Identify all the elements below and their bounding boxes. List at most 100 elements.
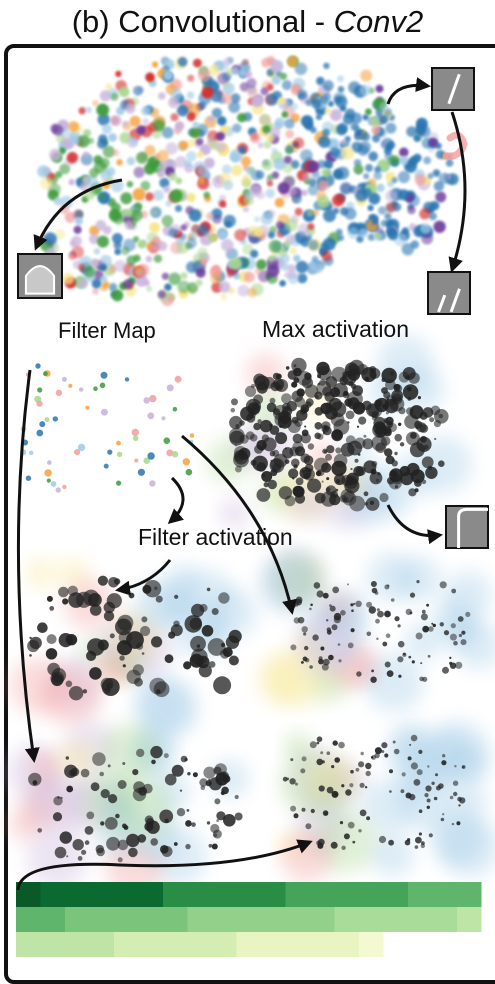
activation-point bbox=[392, 458, 395, 461]
colormap-cell bbox=[114, 907, 139, 932]
activation-point bbox=[411, 660, 415, 664]
scatter-point bbox=[402, 227, 409, 235]
scatter-point bbox=[112, 149, 120, 157]
colormap-cell bbox=[457, 907, 482, 932]
activation-point bbox=[211, 608, 219, 615]
scatter-point bbox=[145, 192, 154, 202]
activation-point bbox=[461, 630, 466, 635]
scatter-point bbox=[385, 190, 398, 202]
activation-point bbox=[317, 433, 324, 440]
activation-point bbox=[310, 603, 313, 607]
activation-point bbox=[216, 819, 219, 822]
activation-point bbox=[352, 840, 356, 844]
scatter-point bbox=[420, 223, 431, 234]
scatter-point bbox=[361, 132, 371, 142]
filter-point bbox=[163, 437, 171, 445]
scatter-point bbox=[371, 125, 381, 135]
scatter-point bbox=[221, 238, 234, 252]
activation-point bbox=[383, 428, 392, 437]
scatter-point bbox=[161, 215, 174, 227]
scatter-point bbox=[298, 274, 307, 283]
activation-point bbox=[100, 821, 105, 826]
max-activation-label: Max activation bbox=[262, 316, 410, 342]
scatter-point bbox=[168, 172, 177, 181]
activation-point bbox=[440, 817, 445, 822]
activation-point bbox=[416, 436, 432, 452]
activation-point bbox=[359, 782, 365, 788]
activation-point bbox=[409, 592, 416, 598]
scatter-point bbox=[218, 231, 227, 240]
activation-point bbox=[454, 765, 457, 768]
arrow bbox=[16, 839, 313, 891]
activation-point bbox=[350, 628, 355, 633]
scatter-point bbox=[177, 280, 191, 294]
scatter-point bbox=[88, 233, 100, 245]
scatter-point bbox=[201, 86, 214, 99]
filter-point bbox=[116, 480, 122, 486]
activation-point bbox=[434, 409, 449, 424]
activation-point bbox=[365, 497, 380, 511]
scatter-point bbox=[180, 272, 188, 280]
scatter-point bbox=[256, 259, 267, 270]
filter-point bbox=[36, 429, 44, 437]
activation-point bbox=[402, 384, 419, 400]
activation-point bbox=[208, 778, 211, 781]
activation-haze bbox=[294, 614, 355, 674]
filter-activation-map-1 bbox=[9, 557, 257, 739]
scatter-point bbox=[384, 212, 392, 220]
activation-point bbox=[316, 741, 320, 745]
activation-point bbox=[438, 783, 444, 789]
colormap-cell bbox=[40, 882, 65, 907]
scatter-point bbox=[159, 177, 170, 188]
activation-point bbox=[235, 424, 240, 429]
scatter-point bbox=[266, 180, 274, 187]
activation-point bbox=[408, 488, 417, 497]
activation-point bbox=[363, 491, 369, 497]
filter-point bbox=[132, 435, 139, 442]
scatter-point bbox=[307, 184, 319, 196]
activation-point bbox=[269, 423, 273, 427]
scatter-point bbox=[175, 177, 183, 185]
scatter-point bbox=[83, 129, 92, 137]
activation-point bbox=[326, 627, 331, 632]
scatter-point bbox=[321, 167, 331, 178]
filter-point bbox=[172, 406, 178, 412]
scatter-point bbox=[327, 100, 334, 107]
activation-point bbox=[191, 603, 205, 618]
activation-point bbox=[418, 749, 423, 755]
scatter-point bbox=[105, 83, 113, 91]
activation-point bbox=[333, 453, 348, 468]
activation-point bbox=[155, 595, 163, 603]
activation-point bbox=[163, 753, 169, 759]
activation-point bbox=[337, 643, 341, 646]
scatter-point bbox=[238, 68, 247, 77]
activation-point bbox=[292, 477, 295, 480]
activation-point bbox=[304, 372, 312, 380]
activation-point bbox=[349, 783, 354, 788]
filter-point bbox=[134, 458, 139, 463]
activation-point bbox=[62, 598, 69, 605]
scatter-point bbox=[120, 192, 133, 205]
activation-point bbox=[117, 839, 129, 851]
activation-haze bbox=[97, 653, 129, 685]
scatter-point bbox=[306, 209, 314, 217]
colormap-cell bbox=[334, 882, 359, 907]
activation-point bbox=[176, 808, 186, 817]
activation-point bbox=[60, 796, 63, 800]
scatter-point bbox=[385, 202, 397, 213]
scatter-point bbox=[398, 189, 410, 201]
scatter-point bbox=[153, 119, 165, 132]
scatter-point bbox=[373, 171, 383, 180]
activation-point bbox=[353, 602, 356, 606]
activation-point bbox=[318, 785, 325, 792]
scatter-point bbox=[211, 107, 223, 119]
filter-point bbox=[149, 480, 156, 487]
activation-haze bbox=[25, 557, 57, 589]
activation-point bbox=[453, 640, 458, 646]
activation-point bbox=[100, 789, 110, 799]
scatter-point bbox=[406, 126, 417, 137]
thumb-stroke bbox=[449, 288, 461, 313]
colormap-cell bbox=[187, 907, 212, 932]
colormap-cell bbox=[65, 882, 90, 907]
scatter-point bbox=[237, 284, 250, 297]
